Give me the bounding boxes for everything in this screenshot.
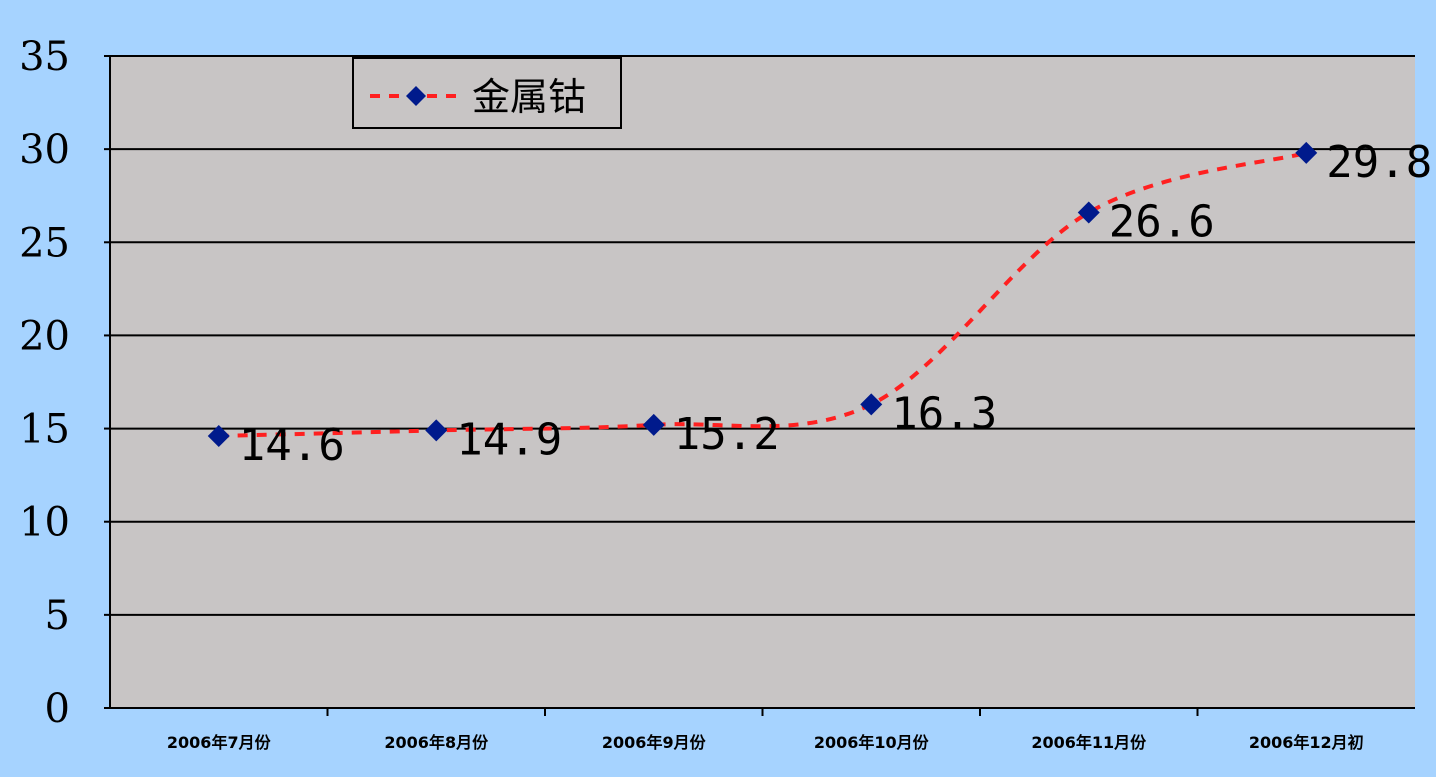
y-tick-label-5: 5 (45, 593, 70, 639)
data-point-marker (860, 393, 883, 416)
diamond-marker-icon (406, 86, 426, 106)
y-tick-label-25: 25 (19, 220, 70, 266)
x-axis-category-labels: 2006年7月份 2006年8月份 2006年9月份 2006年10月份 2006年11… (167, 733, 1364, 752)
y-tick-label-0: 0 (45, 686, 70, 732)
legend-label: 金属钴 (472, 75, 586, 119)
y-tick-label-20: 20 (19, 313, 70, 359)
data-point-marker (207, 425, 230, 448)
series-line (218, 150, 1307, 439)
data-label: 14.6 (239, 420, 345, 471)
data-label: 16.3 (891, 388, 997, 439)
data-label: 15.2 (674, 409, 780, 460)
x-category-label: 2006年10月份 (814, 733, 930, 752)
y-tick-label-35: 35 (19, 34, 70, 80)
x-category-label: 2006年11月份 (1031, 733, 1147, 752)
series-jinshugu: 14.6 14.9 15.2 16.3 26.6 29.8 (207, 137, 1432, 471)
gridlines (110, 55, 1415, 616)
y-axis-tick-labels: 0 5 10 15 20 25 30 35 (19, 34, 70, 732)
y-tick-label-30: 30 (19, 127, 70, 173)
data-point-marker (1077, 201, 1100, 224)
data-label: 26.6 (1109, 196, 1215, 247)
x-category-label: 2006年9月份 (602, 733, 707, 752)
data-point-marker (642, 413, 665, 436)
plot-area (110, 56, 1415, 708)
axes (104, 55, 1415, 716)
data-label: 29.8 (1326, 137, 1432, 188)
legend-box (352, 57, 622, 129)
x-category-label: 2006年8月份 (384, 733, 489, 752)
data-label: 14.9 (456, 414, 562, 465)
x-category-label: 2006年12月初 (1249, 733, 1364, 752)
x-category-label: 2006年7月份 (167, 733, 272, 752)
y-tick-label-15: 15 (19, 407, 70, 453)
legend: 金属钴 (352, 57, 622, 129)
y-tick-label-10: 10 (19, 500, 70, 546)
data-point-marker (425, 419, 448, 442)
data-point-marker (1295, 141, 1318, 164)
